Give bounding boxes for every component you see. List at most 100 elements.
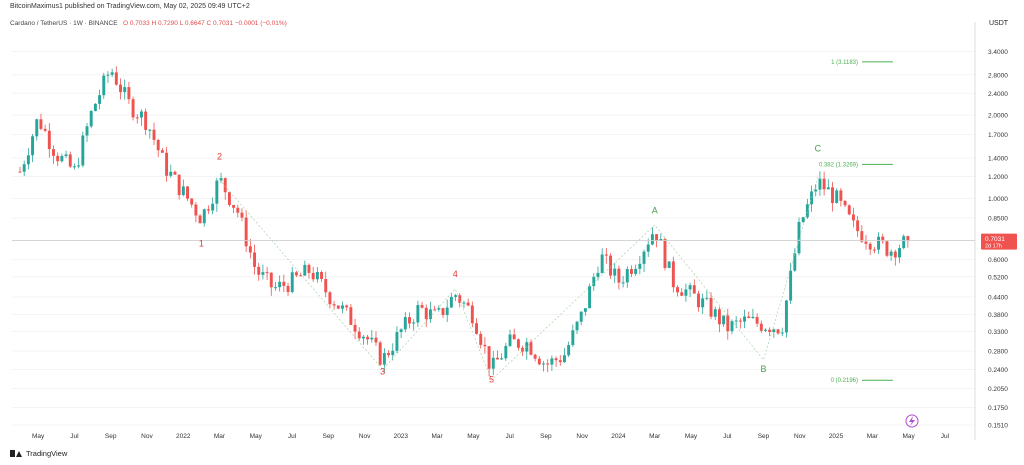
candle-body: [617, 268, 621, 283]
currency-label: USDT: [989, 20, 1009, 27]
candle-body: [357, 331, 361, 339]
candle-body: [311, 272, 315, 280]
candle-body: [826, 187, 830, 190]
candle-body: [248, 246, 252, 253]
candle-body: [780, 332, 784, 334]
y-tick-label: 0.1510: [988, 423, 1008, 430]
candle-body: [722, 315, 726, 325]
x-tick-label: Mar: [431, 433, 443, 440]
candle-body: [860, 231, 864, 242]
candle-body: [420, 305, 424, 308]
x-tick-label: Mar: [214, 433, 226, 440]
candle-body: [487, 346, 491, 369]
candle-body: [571, 330, 575, 346]
candle-body: [898, 248, 901, 258]
x-tick-label: 2025: [829, 433, 844, 440]
candle-body: [290, 272, 294, 293]
x-tick-label: Sep: [322, 433, 334, 440]
candle-body: [508, 334, 512, 346]
candle-body: [784, 300, 788, 333]
candle-body: [198, 215, 202, 224]
footer-brand-label: TradingView: [26, 449, 68, 458]
candle-body: [822, 178, 826, 190]
candle-body: [77, 165, 81, 167]
candle-body: [772, 329, 776, 333]
candle-body: [634, 268, 638, 274]
candle-body: [454, 295, 458, 297]
candle-body: [575, 321, 579, 331]
candle-body: [236, 207, 240, 213]
candle-body: [110, 72, 114, 75]
candle-body: [223, 178, 227, 193]
wave-label: 2: [217, 152, 222, 162]
candle-body: [207, 209, 210, 211]
candle-body: [500, 358, 504, 360]
candle-body: [692, 285, 696, 294]
lightning-icon[interactable]: [905, 414, 919, 428]
y-tick-label: 0.1750: [988, 405, 1008, 412]
candle-body: [278, 281, 282, 288]
wave-label: C: [815, 143, 822, 153]
candle-body: [604, 254, 608, 256]
candle-body: [818, 178, 822, 190]
wave-label: 5: [489, 375, 494, 385]
candle-body: [282, 281, 286, 286]
footer-brand[interactable]: TradingView: [10, 449, 67, 458]
wave-label: B: [761, 364, 767, 374]
candle-body: [558, 360, 562, 363]
candle-body: [801, 217, 805, 222]
candle-body: [433, 309, 437, 311]
candle-body: [416, 305, 420, 323]
x-tick-label: Jul: [723, 433, 732, 440]
candle-body: [759, 323, 763, 331]
candle-body: [537, 358, 541, 365]
candle-body: [613, 268, 617, 276]
candle-body: [261, 272, 265, 275]
x-tick-label: Sep: [758, 433, 770, 440]
candle-body: [336, 305, 340, 309]
y-tick-label: 1.0000: [988, 196, 1008, 203]
candle-body: [764, 329, 767, 331]
chart-title: Cardano / TetherUS · 1W · BINANCE O 0.70…: [10, 20, 287, 27]
candle-body: [688, 285, 692, 290]
x-tick-label: May: [32, 433, 45, 440]
candle-body: [847, 205, 851, 215]
candle-body: [768, 329, 772, 333]
candle-body: [705, 297, 709, 299]
candle-body: [743, 316, 747, 322]
y-tick-label: 2.4000: [988, 91, 1008, 98]
tradingview-logo-icon: [10, 450, 22, 457]
candle-body: [353, 324, 357, 332]
candle-body: [726, 315, 730, 332]
x-tick-label: Sep: [540, 433, 552, 440]
y-tick-label: 0.3800: [988, 312, 1008, 319]
candle-body: [877, 236, 881, 250]
candle-body: [579, 311, 583, 322]
candle-body: [286, 285, 290, 293]
candle-body: [441, 308, 445, 315]
wave-path: [219, 176, 819, 381]
candle-body: [885, 241, 889, 256]
candle-body: [148, 129, 152, 131]
candle-body: [165, 152, 169, 176]
candle-body: [562, 355, 566, 363]
candle-body: [345, 305, 349, 308]
candle-body: [332, 304, 336, 306]
candle-body: [366, 336, 370, 340]
candle-body: [211, 203, 215, 211]
candle-body: [274, 287, 277, 289]
candle-body: [655, 234, 659, 241]
candle-body: [52, 149, 55, 156]
fib-level-label: 0.382 (1.3269): [819, 162, 858, 168]
candle-body: [403, 317, 407, 330]
candle-body: [60, 155, 64, 162]
x-tick-label: 2022: [176, 433, 191, 440]
candle-body: [152, 129, 156, 140]
candle-body: [902, 236, 906, 249]
y-tick-label: 0.4400: [988, 294, 1008, 301]
y-tick-label: 1.7000: [988, 132, 1008, 139]
x-tick-label: May: [467, 433, 480, 440]
candle-body: [370, 337, 374, 340]
candle-body: [68, 154, 72, 167]
